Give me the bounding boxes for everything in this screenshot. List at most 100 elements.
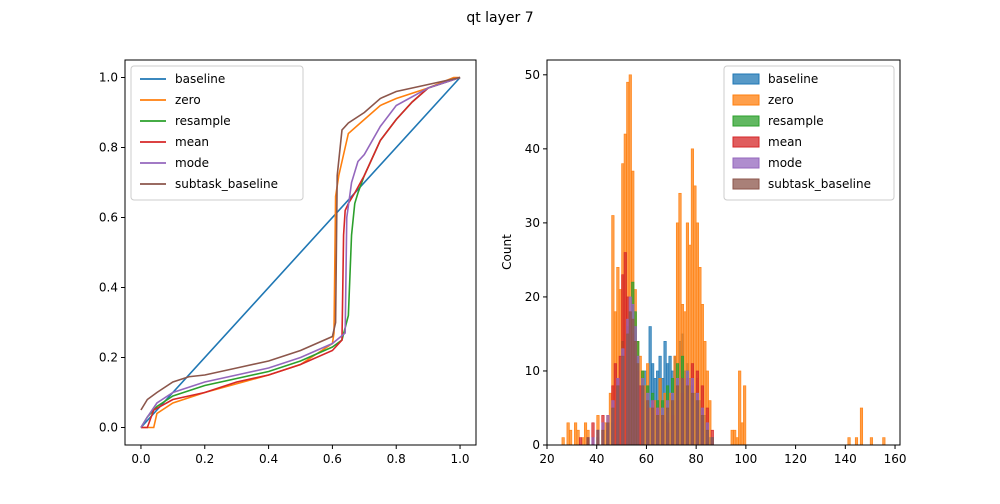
histogram-x-tick-label: 80: [689, 452, 704, 466]
histogram-bar-zero: [583, 422, 588, 446]
legend-label-resample: resample: [768, 114, 824, 128]
cdf-y-tick-label: 0.2: [99, 351, 118, 365]
histogram-y-tick-label: 10: [525, 364, 540, 378]
legend-label-mode: mode: [175, 156, 209, 170]
histogram-bar-subtask-baseline: [646, 400, 650, 446]
legend-label-zero: zero: [768, 93, 794, 107]
legend-label-zero: zero: [175, 93, 201, 107]
histogram-bar-zero: [673, 355, 677, 446]
histogram-bar-mean: [579, 437, 583, 446]
histogram-bar-subtask-baseline: [631, 318, 635, 446]
cdf-y-tick-label: 0.0: [99, 421, 118, 435]
histogram-bar-zero: [581, 437, 585, 446]
histogram-bar-zero: [733, 429, 737, 446]
histogram-bar-zero: [663, 392, 667, 446]
cdf-y-tick-label: 0.6: [99, 211, 118, 225]
histogram-bar-subtask-baseline: [636, 363, 640, 446]
legend-label-mode: mode: [768, 156, 802, 170]
histogram-x-tick-label: 140: [834, 452, 857, 466]
histogram-bar-zero: [735, 437, 739, 446]
histogram-y-tick-label: 30: [525, 216, 540, 230]
histogram-legend: baseline zero resample mean mode subtask_base…: [723, 65, 895, 201]
histogram-bar-subtask-baseline: [656, 415, 660, 446]
histogram-bar-subtask-baseline: [621, 355, 625, 446]
histogram-x-tick-label: 120: [784, 452, 807, 466]
histogram-bar-zero: [847, 437, 851, 446]
cdf-x-tick-label: 1.0: [450, 452, 469, 466]
cdf-x-ticks: 0.0 0.2 0.4 0.6 0.8 1.0: [131, 445, 470, 466]
cdf-x-tick-label: 0.0: [131, 452, 150, 466]
histogram-bar-subtask-baseline: [675, 385, 680, 446]
histogram-bar-zero: [693, 185, 697, 446]
histogram-bar-subtask-baseline: [601, 429, 605, 446]
histogram-bar-zero: [854, 437, 859, 446]
histogram-bar-zero: [648, 407, 652, 446]
legend-label-subtask-baseline: subtask_baseline: [175, 177, 278, 191]
histogram-bar-zero: [698, 267, 702, 446]
cdf-x-tick-label: 0.8: [387, 452, 406, 466]
histogram-bar-zero: [603, 422, 607, 446]
histogram-bar-zero: [740, 422, 744, 446]
histogram-bar-subtask-baseline: [661, 415, 665, 446]
cdf-y-tick-label: 1.0: [99, 71, 118, 85]
cdf-line-mean: [140, 76, 461, 429]
histogram-bar-zero: [658, 378, 662, 446]
histogram-x-tick-label: 20: [539, 452, 554, 466]
figure-title: qt layer 7: [466, 10, 533, 26]
legend-swatch-mode: [732, 157, 760, 169]
cdf-line-mode: [140, 76, 461, 428]
histogram-bar-subtask-baseline: [586, 437, 590, 446]
cdf-y-ticks: 0.0 0.2 0.4 0.6 0.8 1.0: [99, 71, 125, 435]
histogram-bar-mode: [591, 437, 595, 446]
histogram-bar-zero: [668, 392, 672, 446]
histogram-bar-subtask-baseline: [633, 341, 637, 446]
histogram-y-tick-label: 0: [532, 438, 540, 452]
histogram-bar-subtask-baseline: [616, 385, 620, 446]
cdf-line-baseline: [140, 76, 461, 429]
histogram-bar-mean: [623, 252, 627, 446]
histogram-bar-zero: [569, 429, 573, 446]
histogram-y-tick-label: 20: [525, 290, 540, 304]
cdf-series-lines: [140, 76, 461, 429]
cdf-y-tick-label: 0.8: [99, 141, 118, 155]
histogram-bar-subtask-baseline: [695, 400, 699, 446]
histogram-bar-zero: [678, 192, 682, 446]
legend-label-resample: resample: [175, 114, 231, 128]
histogram-bar-mean: [638, 385, 642, 446]
legend-swatch-subtask-baseline: [732, 178, 760, 190]
histogram-bar-zero: [882, 437, 886, 446]
histogram-bar-subtask-baseline: [710, 437, 714, 446]
histogram-bar-subtask-baseline: [685, 385, 690, 446]
histogram-legend-box: [723, 65, 895, 201]
histogram-bars: [561, 74, 886, 446]
legend-label-subtask-baseline: subtask_baseline: [768, 177, 871, 191]
histogram-plot-border: [546, 59, 901, 446]
histogram-bar-mean: [618, 355, 622, 446]
histogram-bar-zero: [576, 429, 580, 446]
histogram-x-tick-label: 100: [734, 452, 757, 466]
histogram-bar-zero: [730, 429, 734, 446]
histogram-bar-zero: [869, 437, 873, 446]
histogram-x-ticks: 20 40 60 80 100 120 140 160: [539, 445, 906, 466]
histogram-x-tick-label: 160: [884, 452, 907, 466]
histogram-x-tick-label: 40: [589, 452, 604, 466]
histogram-bar-zero: [653, 400, 657, 446]
histogram-bar-zero: [574, 422, 578, 446]
histogram-bar-zero: [643, 385, 647, 446]
histogram-bar-zero: [608, 392, 612, 446]
histogram-bar-zero: [708, 400, 712, 446]
histogram-bar-subtask-baseline: [606, 422, 610, 446]
legend-swatch-baseline: [732, 73, 760, 85]
cdf-line-subtask-baseline: [140, 76, 461, 411]
legend-swatch-resample: [732, 115, 760, 127]
histogram-y-tick-label: 50: [525, 68, 540, 82]
histogram-bar-zero: [688, 244, 692, 446]
cdf-x-tick-label: 0.4: [259, 452, 278, 466]
histogram-bar-subtask-baseline: [666, 407, 670, 446]
cdf-legend: baseline zero resample mean mode subtask_base…: [130, 65, 304, 201]
legend-swatch-zero: [732, 94, 760, 106]
histogram-bar-subtask-baseline: [670, 400, 675, 446]
histogram-bar-subtask-baseline: [611, 407, 615, 446]
histogram-bar-subtask-baseline: [680, 378, 685, 446]
